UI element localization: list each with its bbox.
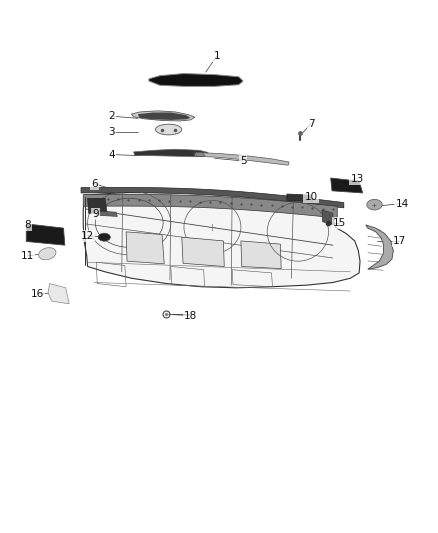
Polygon shape bbox=[48, 284, 69, 304]
Polygon shape bbox=[95, 211, 117, 216]
Text: 4: 4 bbox=[108, 150, 115, 159]
Text: 6: 6 bbox=[91, 179, 98, 189]
Polygon shape bbox=[134, 149, 208, 157]
Polygon shape bbox=[83, 192, 360, 288]
Text: 10: 10 bbox=[304, 192, 318, 202]
Polygon shape bbox=[83, 195, 337, 218]
Polygon shape bbox=[149, 74, 243, 86]
Ellipse shape bbox=[39, 248, 56, 260]
Polygon shape bbox=[366, 225, 393, 269]
Text: 3: 3 bbox=[108, 127, 115, 136]
Polygon shape bbox=[322, 210, 334, 225]
Text: 8: 8 bbox=[24, 220, 31, 230]
Ellipse shape bbox=[367, 199, 382, 210]
Text: 12: 12 bbox=[81, 231, 94, 240]
Polygon shape bbox=[131, 111, 195, 121]
Polygon shape bbox=[195, 152, 289, 165]
Polygon shape bbox=[195, 152, 205, 157]
Polygon shape bbox=[331, 178, 363, 193]
Text: 18: 18 bbox=[184, 311, 197, 320]
Polygon shape bbox=[126, 232, 164, 264]
Ellipse shape bbox=[155, 124, 182, 135]
Polygon shape bbox=[241, 241, 281, 269]
Ellipse shape bbox=[98, 233, 110, 241]
Text: 16: 16 bbox=[31, 289, 44, 299]
Polygon shape bbox=[182, 237, 224, 266]
Polygon shape bbox=[81, 188, 344, 208]
Text: 14: 14 bbox=[396, 199, 409, 208]
Text: 17: 17 bbox=[393, 236, 406, 246]
Text: 13: 13 bbox=[350, 174, 364, 183]
Polygon shape bbox=[88, 198, 107, 214]
Text: 9: 9 bbox=[92, 209, 99, 219]
Text: 15: 15 bbox=[333, 218, 346, 228]
Text: 7: 7 bbox=[307, 119, 314, 128]
Text: 11: 11 bbox=[21, 251, 34, 261]
Text: 1: 1 bbox=[213, 51, 220, 61]
Text: 2: 2 bbox=[108, 111, 115, 121]
Polygon shape bbox=[287, 194, 313, 201]
Polygon shape bbox=[138, 112, 191, 120]
Polygon shape bbox=[26, 224, 65, 245]
Text: 5: 5 bbox=[240, 156, 247, 166]
